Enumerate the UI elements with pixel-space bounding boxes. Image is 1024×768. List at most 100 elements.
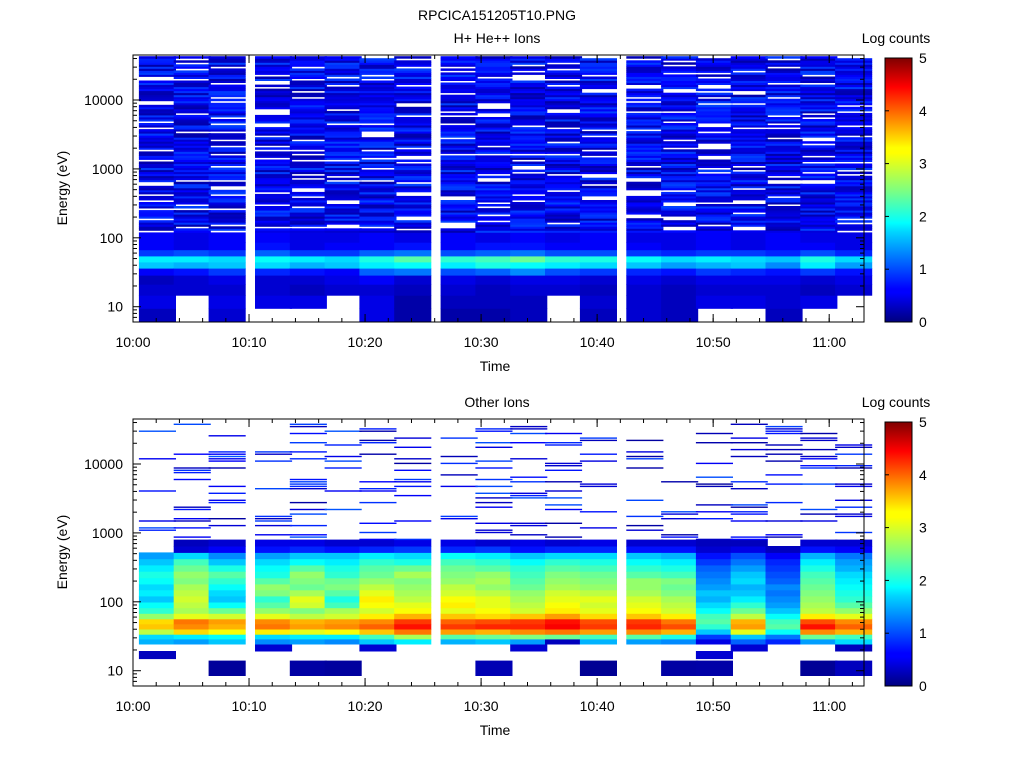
heatmap-cell xyxy=(800,94,838,98)
heatmap-cell xyxy=(173,145,211,148)
heatmap-cell xyxy=(545,481,583,483)
heatmap-cell xyxy=(359,125,397,128)
heatmap-cell xyxy=(394,214,432,217)
heatmap-cell xyxy=(510,249,548,257)
heatmap-cell xyxy=(695,62,733,65)
heatmap-cell xyxy=(475,571,513,579)
heatmap-cell xyxy=(626,102,664,106)
heatmap-cell xyxy=(661,143,699,146)
heatmap-cell xyxy=(359,66,397,69)
heatmap-cell xyxy=(475,222,513,225)
heatmap-cell xyxy=(835,506,873,508)
heatmap-cell xyxy=(695,139,733,142)
heatmap-cell xyxy=(440,485,478,488)
heatmap-cell xyxy=(765,135,803,138)
heatmap-cell xyxy=(475,607,513,614)
heatmap-cell xyxy=(208,92,246,96)
heatmap-cell xyxy=(545,432,583,435)
heatmap-cell xyxy=(208,197,246,201)
heatmap-cell xyxy=(289,214,327,217)
heatmap-cell xyxy=(255,564,293,572)
heatmap-cell xyxy=(394,613,432,620)
heatmap-cell xyxy=(765,157,803,160)
heatmap-cell xyxy=(545,261,583,269)
heatmap-cell xyxy=(394,539,432,547)
y-axis-label: Energy (eV) xyxy=(54,515,70,590)
heatmap-cell xyxy=(626,72,664,75)
heatmap-cell xyxy=(579,453,617,455)
heatmap-cell xyxy=(173,161,211,164)
heatmap-cell xyxy=(730,56,768,59)
heatmap-cell xyxy=(765,453,803,455)
heatmap-cell xyxy=(695,275,733,285)
heatmap-cell xyxy=(289,119,327,122)
heatmap-cell xyxy=(324,193,362,197)
heatmap-cell xyxy=(173,139,211,142)
heatmap-cell xyxy=(835,84,873,88)
heatmap-cell xyxy=(394,232,432,243)
heatmap-cell xyxy=(324,135,362,138)
heatmap-cell xyxy=(255,60,293,63)
heatmap-cell xyxy=(510,147,548,150)
heatmap-cell xyxy=(255,173,293,177)
heatmap-cell xyxy=(173,163,211,166)
heatmap-cell xyxy=(324,143,362,146)
heatmap-cell xyxy=(579,145,617,148)
heatmap-cell xyxy=(208,546,246,553)
heatmap-cell xyxy=(661,595,699,603)
heatmap-cell xyxy=(835,242,873,251)
heatmap-cell xyxy=(255,129,293,132)
heatmap-cell xyxy=(545,577,583,585)
heatmap-cell xyxy=(289,242,327,251)
heatmap-cell xyxy=(475,135,513,138)
heatmap-cell xyxy=(255,88,293,92)
heatmap-cell xyxy=(510,123,548,126)
heatmap-cell xyxy=(324,546,362,553)
heatmap-cell xyxy=(173,110,211,114)
heatmap-cell xyxy=(510,149,548,152)
heatmap-cell xyxy=(835,191,873,195)
heatmap-cell xyxy=(359,618,397,625)
heatmap-cell xyxy=(626,60,664,63)
heatmap-cell xyxy=(173,222,211,225)
heatmap-cell xyxy=(510,84,548,88)
heatmap-cell xyxy=(661,261,699,269)
heatmap-cell xyxy=(800,66,838,69)
heatmap-cell xyxy=(695,660,733,676)
heatmap-cell xyxy=(800,68,838,71)
heatmap-cell xyxy=(173,193,211,197)
heatmap-cell xyxy=(173,242,211,251)
heatmap-cell xyxy=(510,539,548,547)
heatmap-cell xyxy=(765,143,803,146)
heatmap-cell xyxy=(255,127,293,130)
heatmap-cell xyxy=(359,108,397,112)
heatmap-cell xyxy=(800,458,838,460)
heatmap-cell xyxy=(394,125,432,128)
heatmap-cell xyxy=(475,497,513,499)
heatmap-cell xyxy=(324,181,362,185)
heatmap-cell xyxy=(545,284,583,296)
heatmap-cell xyxy=(695,165,733,168)
heatmap-cell xyxy=(289,483,327,485)
heatmap-cell xyxy=(545,595,583,603)
heatmap-cell xyxy=(510,173,548,177)
heatmap-cell xyxy=(510,181,548,185)
heatmap-cell xyxy=(730,119,768,122)
heatmap-cell xyxy=(475,78,513,81)
heatmap-cell xyxy=(394,56,432,59)
heatmap-cell xyxy=(255,102,293,106)
heatmap-cell xyxy=(626,80,664,83)
heatmap-cell xyxy=(394,200,432,203)
heatmap-cell xyxy=(173,155,211,158)
heatmap-cell xyxy=(800,602,838,609)
heatmap-cell xyxy=(545,465,583,467)
heatmap-cell xyxy=(394,478,432,481)
heatmap-cell xyxy=(695,106,733,110)
heatmap-cell xyxy=(324,167,362,171)
heatmap-cell xyxy=(289,583,327,591)
heatmap-cell xyxy=(324,129,362,132)
heatmap-cell xyxy=(475,295,513,309)
x-tick-label: 10:40 xyxy=(580,698,615,714)
heatmap-cell xyxy=(626,108,664,112)
heatmap-cell xyxy=(394,595,432,603)
